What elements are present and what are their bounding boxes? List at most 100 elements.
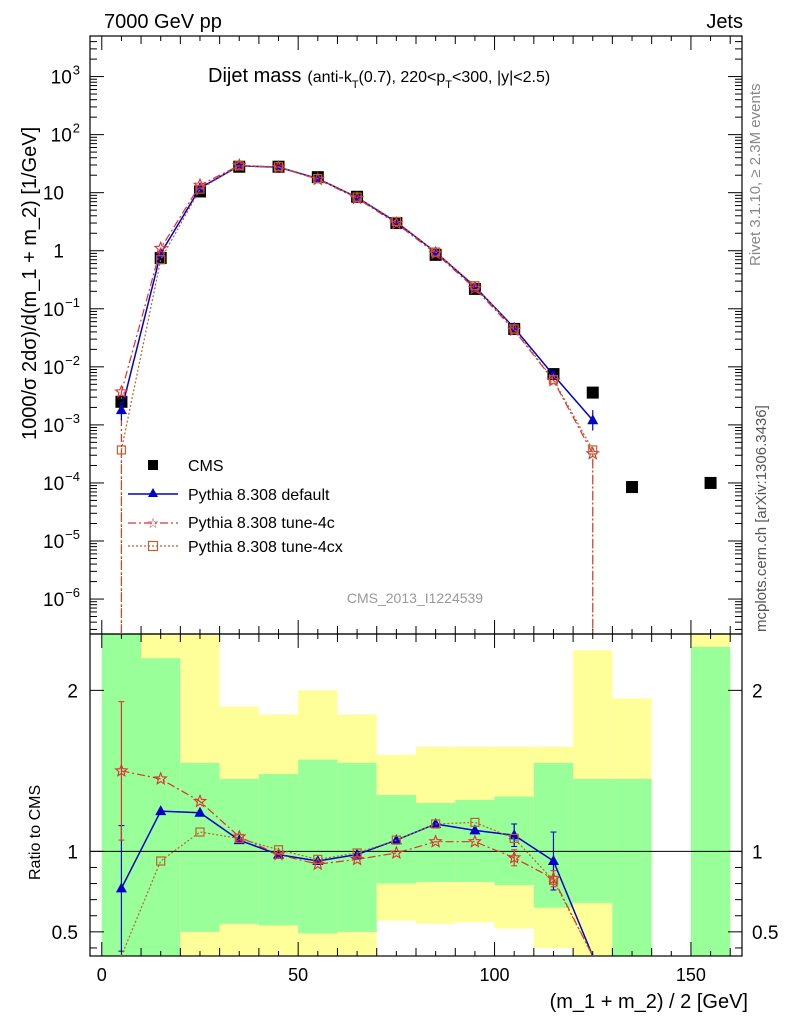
header-left: 7000 GeV pp — [104, 11, 222, 33]
band-inner — [690, 646, 731, 956]
cms-point — [704, 476, 717, 489]
tune4c-point — [114, 763, 129, 777]
y-tick-label: 0.5 — [752, 923, 778, 944]
default-point — [115, 882, 127, 893]
default-point — [469, 824, 481, 835]
t4c-line — [120, 164, 594, 634]
band-inner — [612, 778, 652, 956]
y-tick-label: 10−1 — [43, 295, 80, 321]
upper-ylabel: 1000/σ 2dσ)/d(m_1 + m_2) [1/GeV] — [19, 127, 41, 440]
t4cx-ratio-line — [120, 821, 594, 957]
axes: 0 50 100 15010310210110−110−210−310−410−510… — [43, 35, 778, 985]
tune4cx-point — [431, 819, 441, 829]
y-tick-label: 10−3 — [43, 411, 80, 437]
legend-label: Pythia 8.308 default — [188, 487, 330, 504]
tune4cx-point — [116, 445, 127, 455]
y-tick-label: 1 — [752, 842, 763, 863]
y-tick-label: 103 — [51, 63, 80, 89]
svg-text:☆: ☆ — [147, 515, 160, 531]
chart-title: Dijet mass (anti-kT(0.7), 220<pT<300, |y|… — [208, 65, 550, 91]
y-tick-label: 0.5 — [52, 923, 78, 944]
x-tick-label: 0 — [97, 965, 107, 985]
legend: CMS Pythia 8.308 default ☆ Pythia 8.308 … — [128, 458, 343, 556]
y-tick-label: 2 — [67, 681, 78, 702]
tune4cx-point — [195, 827, 205, 837]
legend-label: CMS — [188, 458, 224, 475]
default-point — [390, 834, 402, 845]
legend-item-tune4c: ☆ Pythia 8.308 tune-4c — [128, 515, 335, 532]
rivet-label: Rivet 3.1.10, ≥ 2.3M events — [747, 84, 764, 267]
tune4c-point — [389, 845, 404, 860]
tune4cx-point — [352, 848, 362, 858]
default-point — [155, 247, 167, 258]
tune4c-point — [428, 834, 443, 848]
band-inner — [416, 803, 456, 882]
tune4c-point — [114, 384, 129, 399]
y-tick-label: 1 — [53, 242, 64, 263]
tune4cx-point — [313, 854, 323, 865]
legend-label: Pythia 8.308 tune-4cx — [188, 539, 343, 556]
tune4c-point — [153, 240, 168, 255]
tune4cx-point — [470, 281, 480, 291]
watermark: CMS_2013_I1224539 — [347, 590, 483, 606]
cms-point — [626, 481, 639, 494]
x-tick-label: 50 — [288, 965, 308, 985]
tune4cx-point — [509, 324, 519, 334]
ratio-series — [114, 701, 594, 957]
tune4cx-point — [234, 833, 244, 844]
header-right: Jets — [706, 11, 743, 33]
tune4cx-point — [391, 216, 401, 227]
y-tick-label: 10−5 — [43, 527, 80, 553]
default-point — [547, 855, 559, 866]
tune4cx-point — [509, 833, 519, 844]
tune4c-point — [153, 771, 168, 786]
tune4cx-point — [431, 247, 441, 257]
x-tick-label: 150 — [676, 965, 706, 985]
tune4c-point — [192, 177, 208, 192]
default-point — [194, 806, 206, 817]
tune4cx-point — [195, 184, 205, 194]
y-tick-label: 10−6 — [43, 585, 80, 611]
mcplots-label: mcplots.cern.ch [arXiv:1306.3436] — [753, 405, 770, 632]
band-inner — [298, 759, 338, 934]
tune4cx-point — [470, 817, 480, 827]
tune4cx-point — [273, 845, 284, 855]
upper-series — [114, 157, 717, 634]
xlabel: (m_1 + m_2) / 2 [GeV] — [550, 991, 748, 1013]
y-tick-label: 2 — [752, 681, 763, 702]
lower-ylabel: Ratio to CMS — [27, 785, 44, 880]
x-tick-label: 100 — [480, 965, 510, 985]
tune4cx-point — [313, 173, 323, 184]
tune4cx-point — [352, 192, 362, 202]
tune4c-point — [507, 850, 522, 864]
tune4cx-point — [234, 161, 244, 171]
cms-point — [154, 251, 167, 264]
default-point — [508, 321, 520, 332]
band-inner — [180, 762, 220, 932]
tune4cx-point — [588, 445, 598, 455]
tune4cx-point — [548, 375, 559, 385]
ratio-bands — [101, 634, 731, 956]
band-inner — [455, 799, 495, 882]
y-tick-label: 1 — [67, 842, 78, 863]
y-tick-label: 102 — [51, 121, 80, 147]
band-inner — [337, 762, 377, 932]
tune4cx-point — [156, 856, 166, 866]
tune4c-point — [192, 793, 208, 808]
cms-point — [586, 386, 599, 399]
y-tick-label: 10−4 — [43, 469, 80, 495]
y-tick-label: 10 — [43, 184, 64, 205]
def-line — [120, 165, 594, 421]
y-tick-label: 10−2 — [43, 353, 80, 379]
band-inner — [573, 778, 613, 903]
legend-item-cms: CMS — [148, 458, 224, 475]
legend-item-default: Pythia 8.308 default — [128, 487, 330, 504]
legend-label: Pythia 8.308 tune-4c — [188, 515, 335, 532]
tune4cx-point — [391, 835, 401, 845]
tune4cx-point — [548, 875, 559, 885]
tune4c-point — [467, 834, 483, 848]
default-point — [155, 805, 167, 816]
tune4cx-point — [156, 255, 166, 265]
tune4cx-point — [273, 162, 284, 172]
